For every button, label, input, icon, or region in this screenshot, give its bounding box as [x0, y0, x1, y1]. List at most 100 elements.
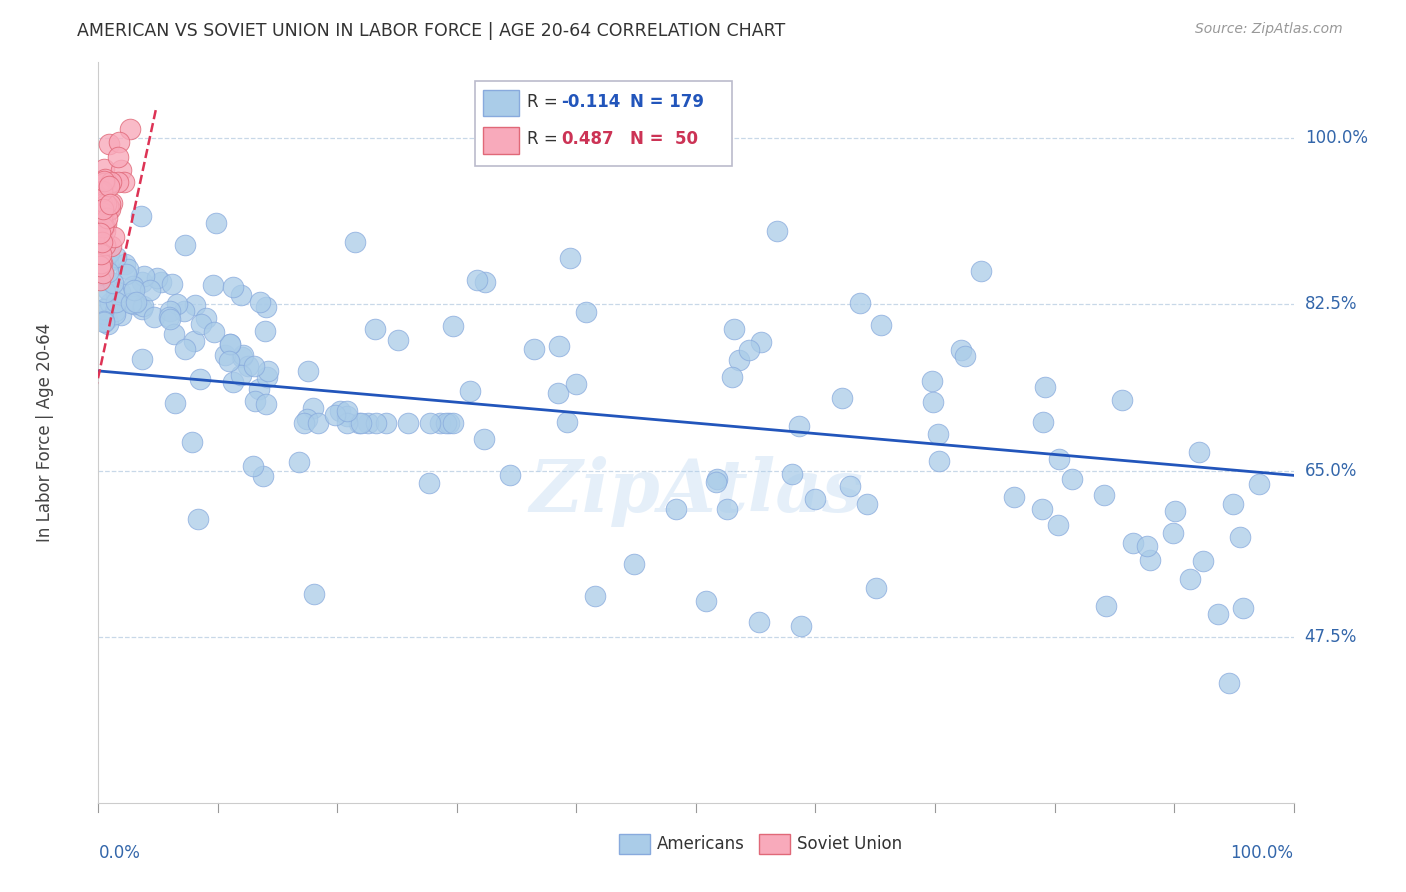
Point [839, 479, 862, 493]
Text: 47.5%: 47.5% [1305, 628, 1357, 646]
Point [336, 409, 359, 423]
Point [575, 304, 598, 318]
Text: 0.487: 0.487 [561, 129, 613, 148]
Point [159, 312, 181, 326]
Point [98, 179, 121, 194]
Point [547, 339, 569, 353]
Point [295, 412, 318, 426]
Point [89, 221, 111, 235]
Point [434, 416, 457, 430]
Point [387, 333, 409, 347]
Point [93, 176, 115, 190]
Point [98, 202, 121, 216]
Point [1002, 491, 1025, 505]
Point [91, 256, 114, 270]
Point [93, 313, 115, 327]
Point [94, 273, 117, 287]
Point [336, 416, 359, 430]
Point [91, 210, 114, 224]
Text: Source: ZipAtlas.com: Source: ZipAtlas.com [1195, 22, 1343, 37]
Point [1229, 530, 1251, 544]
Point [165, 396, 187, 410]
Point [93, 206, 115, 220]
Point [727, 353, 749, 368]
Point [335, 404, 357, 418]
Point [749, 335, 772, 350]
Point [131, 351, 153, 366]
Point [723, 321, 745, 335]
Point [91, 184, 114, 198]
Point [374, 416, 396, 430]
Point [97, 265, 120, 279]
Point [1247, 477, 1270, 491]
Point [181, 434, 204, 449]
Point [104, 286, 127, 301]
Point [97, 317, 120, 331]
Point [93, 315, 115, 329]
Point [98, 296, 121, 310]
Point [97, 204, 120, 219]
Point [523, 343, 546, 357]
Point [848, 296, 870, 310]
Text: Soviet Union: Soviet Union [797, 835, 903, 853]
Point [105, 250, 128, 264]
Text: In Labor Force | Age 20-64: In Labor Force | Age 20-64 [35, 323, 53, 542]
Point [96, 282, 118, 296]
Point [231, 351, 253, 365]
Point [190, 317, 212, 331]
Point [1178, 572, 1201, 586]
Point [1192, 553, 1215, 567]
Point [302, 401, 325, 415]
Point [89, 226, 111, 240]
Point [1095, 599, 1118, 613]
Text: 100.0%: 100.0% [1230, 844, 1294, 862]
Point [249, 295, 271, 310]
Bar [484, 127, 519, 153]
Point [243, 394, 266, 409]
Point [1092, 488, 1115, 502]
Point [865, 582, 887, 596]
Point [855, 497, 877, 511]
Point [150, 275, 173, 289]
Point [104, 303, 127, 318]
Point [831, 391, 853, 405]
Point [96, 211, 118, 225]
Point [159, 304, 181, 318]
Point [93, 259, 115, 273]
Point [100, 175, 122, 189]
Point [364, 416, 387, 430]
Point [1208, 607, 1230, 621]
Point [93, 285, 115, 299]
Point [89, 185, 111, 199]
Point [93, 161, 115, 176]
Point [91, 205, 114, 219]
Point [499, 467, 522, 482]
Point [236, 359, 259, 374]
Point [104, 295, 127, 310]
Point [307, 416, 329, 430]
Point [695, 593, 717, 607]
Point [91, 202, 114, 217]
Point [555, 415, 578, 429]
Point [100, 238, 122, 252]
Point [110, 285, 132, 300]
Point [120, 122, 142, 136]
Point [120, 296, 142, 310]
Point [247, 382, 270, 396]
Point [1111, 393, 1133, 408]
Text: N =  50: N = 50 [630, 129, 699, 148]
Point [96, 312, 118, 326]
Bar [484, 90, 519, 117]
Point [218, 336, 240, 351]
Point [93, 266, 115, 280]
Point [704, 475, 727, 490]
Point [950, 343, 973, 357]
Point [195, 311, 218, 326]
Point [1047, 451, 1070, 466]
Point [122, 278, 145, 293]
Point [107, 136, 129, 150]
Point [254, 324, 277, 338]
Point [122, 296, 145, 310]
Point [437, 416, 460, 430]
Point [204, 216, 226, 230]
